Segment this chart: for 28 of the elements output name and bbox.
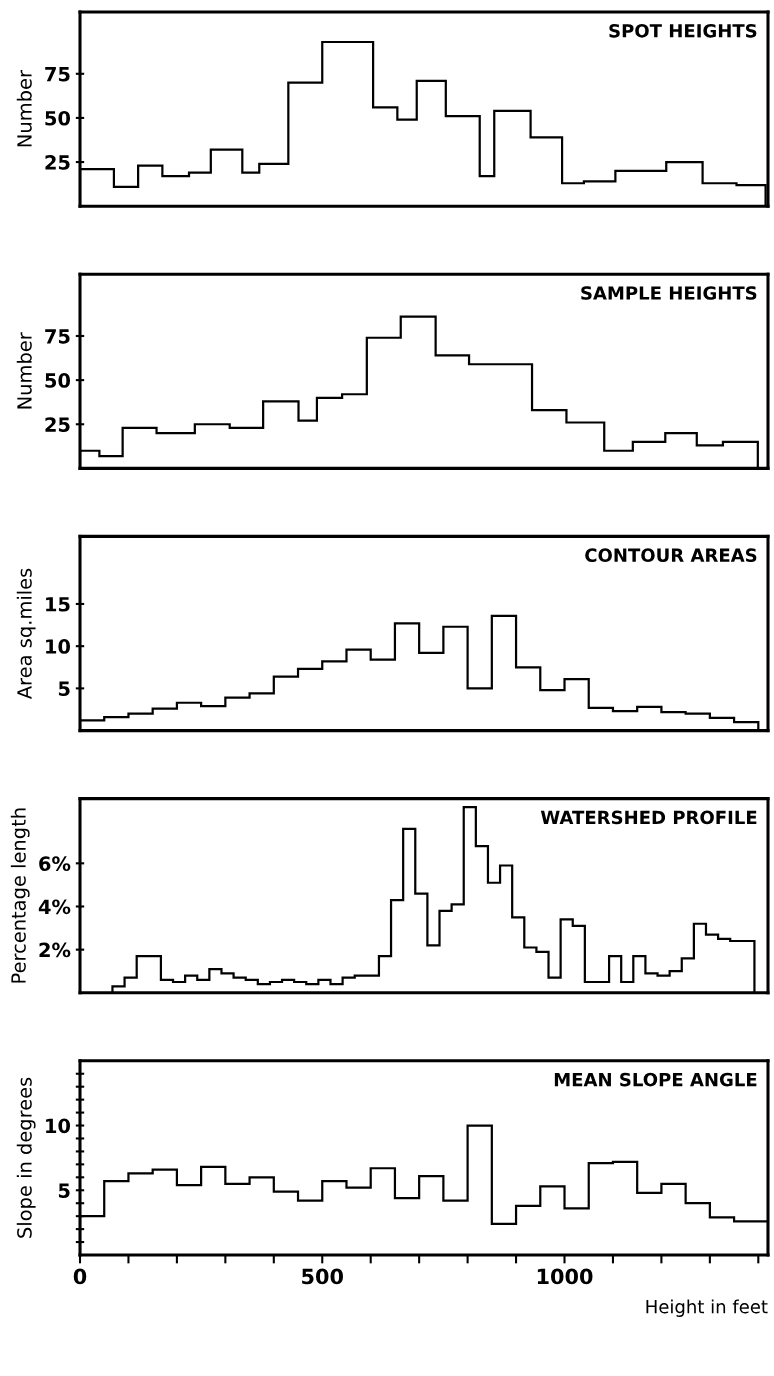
- y-tick-label: 25: [45, 155, 70, 170]
- y-axis-title: Slope in degrees: [16, 1077, 36, 1238]
- x-tick-label: 0: [73, 1268, 87, 1285]
- text: WATERSHED PROFILE: [540, 810, 757, 825]
- y-tick-label: 75: [45, 329, 70, 344]
- y-tick-label: 25: [45, 417, 70, 432]
- text: MEAN SLOPE ANGLE: [554, 1072, 757, 1087]
- x-tick-label: 500: [302, 1268, 343, 1285]
- y-axis-title: Area sq.miles: [16, 568, 36, 700]
- x-axis-title: Height in feet: [646, 1299, 768, 1317]
- text: CONTOUR AREAS: [585, 548, 757, 563]
- y-tick-label: 75: [45, 67, 70, 82]
- y-tick-label: 15: [46, 597, 70, 612]
- y-tick-label: 50: [45, 110, 71, 126]
- y-axis-title: Number: [16, 332, 32, 409]
- x-tick-label: 1000: [537, 1268, 593, 1285]
- text: SAMPLE HEIGHTS: [581, 286, 757, 300]
- y-axis-title: Number: [16, 70, 32, 147]
- y-tick-label: 5: [58, 681, 70, 697]
- y-tick-label: 5: [58, 1183, 70, 1198]
- y-tick-label: 50: [45, 373, 71, 388]
- y-tick-label: 2%: [39, 942, 71, 958]
- y-tick-label: 10: [46, 639, 71, 654]
- y-tick-label: 4%: [38, 899, 71, 915]
- y-tick-label: 6%: [39, 856, 71, 871]
- y-tick-label: 10: [46, 1118, 71, 1134]
- y-axis-title: Percentage length: [10, 808, 30, 983]
- text: SPOT HEIGHTS: [609, 23, 757, 38]
